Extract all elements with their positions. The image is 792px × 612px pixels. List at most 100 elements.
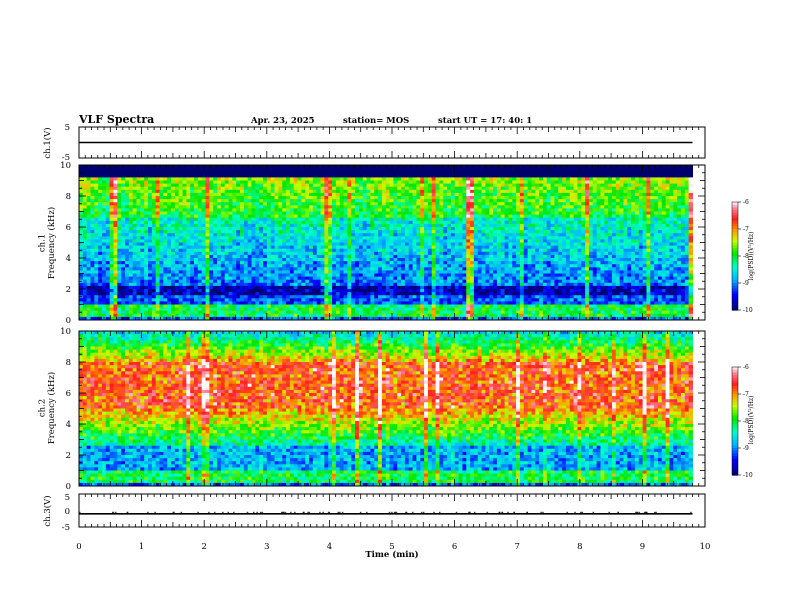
- spectrogram-cell: [220, 273, 226, 278]
- spectrogram-cell: [171, 298, 176, 302]
- spectrogram-cell: [236, 242, 241, 247]
- spectrogram-cell: [155, 295, 161, 299]
- spectrogram-cell: [194, 261, 199, 265]
- spectrogram-cell: [197, 245, 203, 250]
- spectrogram-cell: [224, 202, 230, 206]
- spectrogram-cell: [301, 196, 306, 200]
- spectrogram-cell: [163, 171, 168, 175]
- spectrogram-cell: [163, 208, 168, 212]
- spectrogram-cell: [125, 165, 130, 169]
- spectrogram-cell: [121, 285, 126, 290]
- spectrogram-cell: [228, 223, 233, 228]
- spectrogram-cell: [174, 196, 180, 200]
- spectrogram-cell: [347, 270, 352, 274]
- spectrogram-cell: [224, 177, 230, 181]
- spectrogram-cell: [197, 239, 203, 243]
- spectrogram-cell: [324, 230, 329, 234]
- spectrogram-cell: [105, 233, 111, 237]
- spectrogram-cell: [194, 273, 199, 278]
- spectrogram-cell: [358, 199, 364, 203]
- spectrogram-cell: [320, 165, 325, 169]
- spectrogram-cell: [125, 307, 130, 312]
- spectrogram-cell: [335, 205, 341, 209]
- spectrogram-cell: [151, 205, 157, 209]
- spectrogram-cell: [427, 307, 433, 312]
- spectrogram-cell: [339, 205, 345, 209]
- spectrogram-cell: [266, 258, 272, 262]
- spectrogram-cell: [243, 258, 249, 262]
- spectrogram-cell: [404, 180, 410, 185]
- spectrogram-cell: [335, 245, 341, 250]
- spectrogram-cell: [251, 239, 256, 243]
- spectrogram-cell: [278, 304, 283, 309]
- spectrogram-cell: [159, 205, 164, 209]
- spectrogram-cell: [328, 227, 333, 231]
- spectrogram-cell: [148, 307, 153, 312]
- spectrogram-cell: [355, 313, 360, 318]
- spectrogram-cell: [263, 192, 268, 197]
- spectrogram-cell: [293, 276, 299, 281]
- spectrogram-cell: [220, 242, 226, 247]
- spectrogram-cell: [316, 310, 322, 315]
- spectrogram-cell: [347, 177, 352, 181]
- spectrogram-cell: [209, 245, 214, 250]
- spectrogram-cell: [312, 276, 318, 281]
- spectrogram-cell: [236, 245, 241, 250]
- spectrogram-cell: [443, 211, 448, 216]
- spectrogram-cell: [125, 183, 130, 188]
- spectrogram-cell: [309, 214, 314, 219]
- spectrogram-cell: [109, 245, 115, 250]
- spectrogram-cell: [228, 316, 233, 321]
- spectrogram-cell: [324, 276, 329, 281]
- spectrogram-cell: [174, 180, 180, 185]
- spectrogram-cell: [393, 211, 398, 216]
- spectrogram-cell: [140, 307, 145, 312]
- spectrogram-cell: [286, 313, 291, 318]
- spectrogram-cell: [159, 289, 164, 293]
- spectrogram-cell: [301, 301, 306, 305]
- spectrogram-cell: [305, 239, 310, 243]
- spectrogram-cell: [412, 289, 417, 293]
- spectrogram-cell: [220, 183, 226, 188]
- spectrogram-cell: [259, 223, 264, 228]
- spectrogram-cell: [128, 186, 134, 191]
- spectrogram-cell: [416, 171, 421, 175]
- spectrogram-cell: [243, 295, 249, 299]
- spectrogram-cell: [144, 245, 149, 250]
- spectrogram-cell: [228, 174, 233, 178]
- spectrogram-cell: [159, 211, 164, 216]
- spectrogram-cell: [274, 307, 279, 312]
- spectrogram-cell: [270, 258, 276, 262]
- spectrogram-cell: [332, 217, 337, 222]
- spectrogram-cell: [144, 223, 149, 228]
- spectrogram-cell: [305, 196, 310, 200]
- spectrogram-cell: [236, 180, 241, 185]
- spectrogram-cell: [128, 276, 134, 281]
- spectrogram-cell: [332, 264, 337, 268]
- spectrogram-cell: [385, 196, 391, 200]
- spectrogram-cell: [255, 248, 260, 253]
- spectrogram-cell: [431, 310, 437, 315]
- spectrogram-cell: [312, 239, 318, 243]
- spectrogram-cell: [427, 313, 433, 318]
- spectrogram-cell: [366, 254, 371, 259]
- spectrogram-cell: [301, 165, 306, 169]
- spectrogram-cell: [136, 285, 141, 290]
- spectrogram-cell: [309, 180, 314, 185]
- spectrogram-cell: [178, 211, 184, 216]
- spectrogram-cell: [82, 270, 88, 274]
- spectrogram-cell: [171, 236, 176, 240]
- spectrogram-cell: [351, 245, 356, 250]
- spectrogram-cell: [278, 183, 283, 188]
- spectrogram-cell: [370, 223, 375, 228]
- spectrogram-cell: [109, 217, 115, 222]
- spectrogram-cell: [94, 202, 99, 206]
- spectrogram-cell: [431, 189, 437, 194]
- spectrogram-cell: [332, 298, 337, 302]
- spectrogram-cell: [320, 248, 325, 253]
- spectrogram-cell: [347, 223, 352, 228]
- spectrogram-cell: [381, 208, 387, 212]
- spectrogram-cell: [385, 273, 391, 278]
- spectrogram-cell: [136, 316, 141, 321]
- spectrogram-cell: [247, 316, 253, 321]
